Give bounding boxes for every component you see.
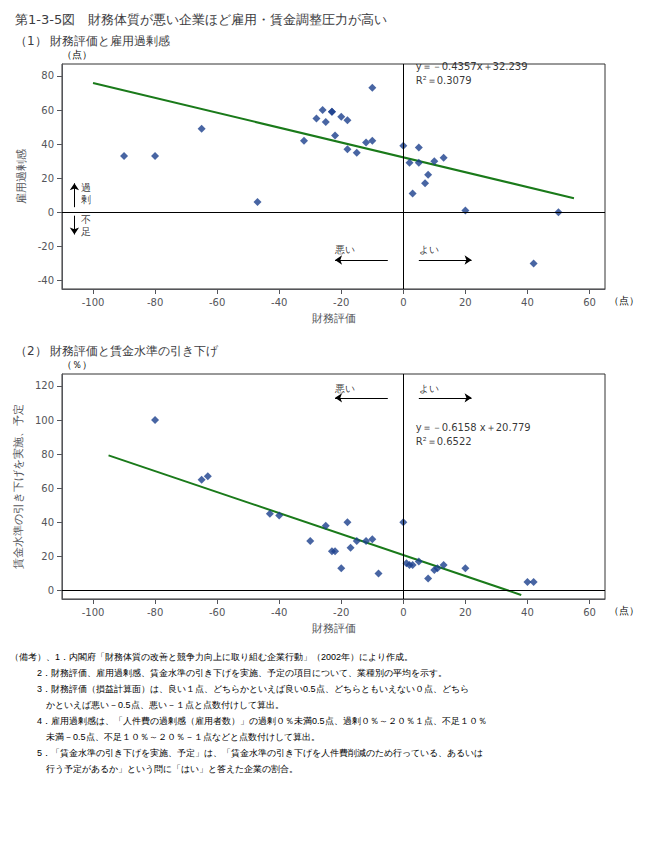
- svg-text:40: 40: [41, 517, 54, 528]
- svg-text:（1） 財務評価と雇用過剰感: （1） 財務評価と雇用過剰感: [15, 34, 170, 48]
- svg-text:80: 80: [41, 449, 54, 460]
- svg-text:5．「賃金水準の引き下げを実施、予定」は、「賃金水準の引き下: 5．「賃金水準の引き下げを実施、予定」は、「賃金水準の引き下げを人件費削減のため…: [10, 748, 483, 758]
- svg-text:不: 不: [81, 214, 91, 225]
- svg-text:-40: -40: [271, 297, 287, 308]
- svg-text:悪い: 悪い: [334, 244, 355, 255]
- svg-text:60: 60: [583, 607, 596, 618]
- svg-text:（点）: （点）: [62, 49, 92, 60]
- svg-text:悪い: 悪い: [334, 383, 355, 394]
- svg-text:3．財務評価（損益計算面）は、良い１点、どちらかといえば良い: 3．財務評価（損益計算面）は、良い１点、どちらかといえば良い0.5点、どちらとも…: [10, 684, 469, 694]
- svg-text:20: 20: [459, 297, 472, 308]
- svg-text:0: 0: [48, 585, 54, 596]
- svg-text:R²＝0.3079: R²＝0.3079: [416, 75, 472, 86]
- svg-text:かといえば悪い－0.5点、悪い－１点と点数付けして算出。: かといえば悪い－0.5点、悪い－１点と点数付けして算出。: [10, 700, 284, 710]
- svg-text:よい: よい: [419, 244, 439, 255]
- svg-text:-20: -20: [38, 241, 54, 252]
- svg-text:（％）: （％）: [62, 359, 92, 370]
- svg-text:-100: -100: [82, 297, 105, 308]
- svg-text:60: 60: [41, 483, 54, 494]
- svg-text:0: 0: [48, 207, 54, 218]
- svg-text:剰: 剰: [81, 194, 91, 205]
- svg-text:40: 40: [41, 139, 54, 150]
- svg-text:財務評価: 財務評価: [312, 312, 356, 325]
- svg-text:60: 60: [41, 105, 54, 116]
- svg-text:-100: -100: [82, 607, 105, 618]
- svg-text:（備考）、1．内閣府「財務体質の改善と競争力向上に取り組む企: （備考）、1．内閣府「財務体質の改善と競争力向上に取り組む企業行動」（2002年…: [10, 652, 413, 662]
- svg-text:財務評価: 財務評価: [312, 622, 356, 635]
- svg-text:（2） 財務評価と賃金水準の引き下げ: （2） 財務評価と賃金水準の引き下げ: [15, 344, 219, 358]
- svg-text:よい: よい: [419, 383, 439, 394]
- svg-text:80: 80: [41, 70, 54, 81]
- svg-text:足: 足: [81, 226, 91, 237]
- svg-text:R²＝0.6522: R²＝0.6522: [416, 436, 472, 447]
- svg-text:20: 20: [41, 173, 54, 184]
- svg-text:-60: -60: [209, 297, 225, 308]
- svg-text:-60: -60: [209, 607, 225, 618]
- svg-text:-20: -20: [333, 297, 349, 308]
- svg-text:20: 20: [41, 551, 54, 562]
- svg-text:4．雇用過剰感は、「人件費の過剰感（雇用者数）」の過剰０％未: 4．雇用過剰感は、「人件費の過剰感（雇用者数）」の過剰０％未満0.5点、過剰０％…: [10, 716, 487, 726]
- svg-text:40: 40: [521, 607, 534, 618]
- svg-text:0: 0: [400, 607, 406, 618]
- svg-text:60: 60: [583, 297, 596, 308]
- svg-text:賃金水準の引き下げを実施、予定: 賃金水準の引き下げを実施、予定: [12, 404, 25, 569]
- svg-text:100: 100: [35, 415, 54, 426]
- svg-text:-40: -40: [271, 607, 287, 618]
- svg-text:20: 20: [459, 607, 472, 618]
- svg-text:（点）: （点）: [609, 605, 639, 616]
- svg-text:行う予定があるか」という問に「はい」と答えた企業の割合。: 行う予定があるか」という問に「はい」と答えた企業の割合。: [10, 764, 298, 774]
- svg-text:未満－0.5点、不足１０％～２０％－１点などと点数付けして算: 未満－0.5点、不足１０％～２０％－１点などと点数付けして算出。: [10, 732, 320, 742]
- svg-text:雇用過剰感: 雇用過剰感: [15, 149, 28, 204]
- svg-text:y＝－0.6158 x＋20.779: y＝－0.6158 x＋20.779: [416, 422, 531, 433]
- svg-text:y＝－0.4357x＋32.239: y＝－0.4357x＋32.239: [416, 61, 528, 72]
- svg-text:-80: -80: [147, 607, 163, 618]
- svg-text:40: 40: [521, 297, 534, 308]
- svg-text:-40: -40: [38, 275, 54, 286]
- svg-text:過: 過: [81, 182, 91, 193]
- svg-text:第1-3-5図 財務体質が悪い企業ほど雇用・賃金調整圧力が高: 第1-3-5図 財務体質が悪い企業ほど雇用・賃金調整圧力が高い: [15, 12, 387, 27]
- svg-text:120: 120: [35, 380, 54, 391]
- svg-text:-80: -80: [147, 297, 163, 308]
- svg-text:2．財務評価、雇用過剰感、賃金水準の引き下げを実施、予定の項: 2．財務評価、雇用過剰感、賃金水準の引き下げを実施、予定の項目について、業種別の…: [10, 668, 447, 678]
- svg-text:0: 0: [400, 297, 406, 308]
- svg-text:-20: -20: [333, 607, 349, 618]
- svg-text:（点）: （点）: [609, 295, 639, 306]
